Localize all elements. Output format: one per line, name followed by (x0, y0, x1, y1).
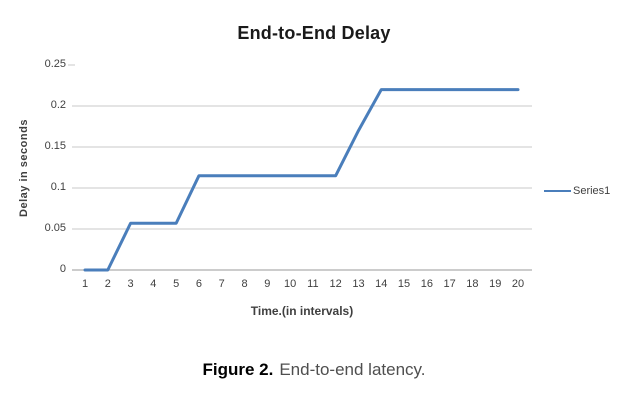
x-tick-label: 8 (241, 278, 248, 290)
chart-title: End-to-End Delay (237, 23, 391, 43)
plot-area (68, 64, 532, 272)
x-tick-label: 17 (443, 278, 456, 290)
x-tick-label: 14 (375, 278, 388, 290)
x-axis-title: Time.(in intervals) (250, 304, 354, 318)
legend: Series1 (544, 185, 610, 197)
x-tick-label: 5 (173, 278, 180, 290)
x-tick-label: 6 (195, 278, 202, 290)
x-tick-label: 13 (352, 278, 365, 290)
figure-caption-label: Figure 2. (202, 360, 274, 379)
x-tick-label: 12 (329, 278, 342, 290)
x-tick-label: 7 (218, 278, 225, 290)
x-tick-label: 4 (150, 278, 157, 290)
figure-caption-text: End-to-end latency. (279, 360, 426, 379)
x-tick-label: 10 (283, 278, 297, 290)
x-tick-label: 16 (420, 278, 433, 290)
x-tick-label: 19 (489, 278, 502, 290)
x-tick-label: 20 (511, 278, 525, 290)
y-tick-label: 0.15 (44, 140, 66, 152)
x-tick-label: 11 (307, 278, 319, 290)
legend-series-label: Series1 (573, 185, 611, 197)
y-tick-label: 0.1 (50, 181, 66, 193)
x-tick-label: 3 (127, 278, 134, 290)
y-tick-label: 0.25 (44, 58, 66, 70)
x-tick-label: 9 (264, 278, 271, 290)
x-tick-label: 15 (397, 278, 411, 290)
figure-caption: Figure 2. End-to-end latency. (0, 360, 628, 380)
x-tick-label: 2 (104, 278, 111, 290)
series-line (83, 88, 520, 272)
y-tick-label: 0 (59, 263, 66, 275)
y-tick-label: 0.05 (44, 222, 66, 234)
y-tick-label: 0.2 (50, 99, 66, 111)
y-axis-title: Delay in seconds (18, 119, 30, 217)
legend-line-icon (544, 190, 571, 192)
x-tick-label: 1 (81, 278, 89, 290)
x-tick-label: 18 (466, 278, 479, 290)
